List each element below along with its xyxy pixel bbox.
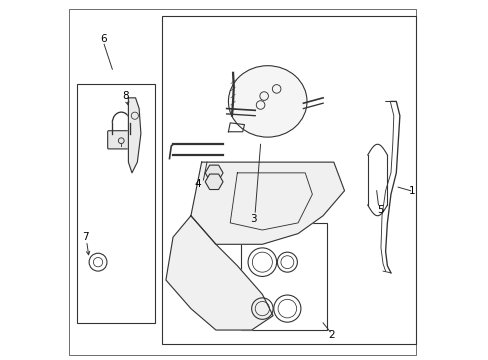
Bar: [241, 223, 326, 330]
Polygon shape: [165, 216, 272, 330]
Text: 8: 8: [122, 91, 129, 101]
Text: 2: 2: [328, 330, 335, 341]
Bar: [162, 16, 415, 344]
Text: 1: 1: [408, 186, 415, 196]
Polygon shape: [190, 162, 344, 244]
Text: 6: 6: [100, 34, 106, 44]
Ellipse shape: [228, 66, 306, 137]
Bar: [77, 84, 155, 323]
Polygon shape: [128, 98, 141, 173]
Text: 7: 7: [81, 232, 88, 242]
Text: 4: 4: [194, 179, 201, 189]
FancyBboxPatch shape: [107, 131, 135, 149]
Text: 3: 3: [249, 214, 256, 224]
Text: 5: 5: [376, 205, 383, 215]
